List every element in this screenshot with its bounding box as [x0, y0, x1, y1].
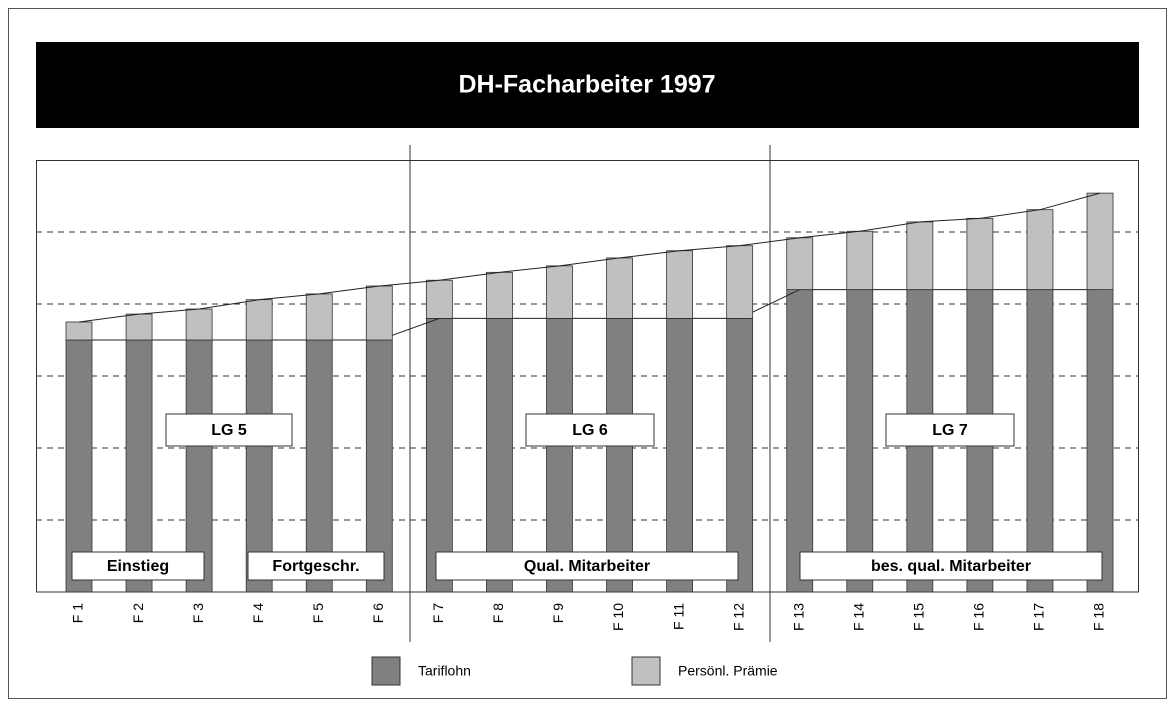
title-banner: [36, 42, 1139, 128]
x-tick-label: F 2: [130, 603, 146, 623]
bar-segment: [1026, 209, 1054, 290]
x-tick-label: F 4: [250, 603, 266, 623]
bar-segment: [846, 230, 874, 290]
group-label: LG 5: [211, 422, 247, 439]
x-tick-label: F 17: [1031, 603, 1047, 631]
bar-segment: [546, 265, 573, 319]
label-box: [247, 551, 385, 581]
bar-segment: [185, 308, 213, 341]
top-line: [78, 192, 1101, 323]
x-tick-label: F 14: [850, 603, 866, 631]
label-box: [71, 551, 205, 581]
bar-segment: [846, 289, 874, 593]
x-tick-label: F 6: [370, 603, 386, 623]
bar-segment: [425, 317, 453, 593]
label-box: [435, 551, 739, 581]
bar-segment: [666, 250, 693, 319]
x-tick-label: F 15: [911, 603, 927, 631]
x-tick-label: F 8: [490, 603, 506, 623]
bar-segment: [966, 217, 994, 291]
chart-title: DH-Facharbeiter 1997: [458, 71, 715, 99]
bar-segment: [305, 293, 333, 341]
x-tick-label: F 11: [670, 603, 686, 630]
legend-swatch: [631, 656, 661, 686]
group-label: LG 7: [932, 422, 968, 439]
bar-segment: [906, 221, 934, 290]
bar-segment: [486, 271, 513, 319]
x-tick-label: F 1: [70, 603, 86, 623]
bar-segment: [1086, 192, 1114, 290]
bar-segment: [245, 339, 273, 593]
bar-segment: [786, 289, 814, 593]
group-label: bes. qual. Mitarbeiter: [871, 558, 1031, 575]
x-tick-label: F 3: [190, 603, 206, 623]
bar-segment: [125, 339, 153, 593]
bar-segment: [245, 299, 273, 341]
bar-segment: [1026, 289, 1054, 593]
label-box: [799, 551, 1103, 581]
bar-segment: [125, 313, 153, 341]
bar-segment: [1086, 289, 1114, 593]
label-box: [165, 413, 293, 447]
bar-segment: [65, 321, 93, 341]
legend-label: Tariflohn: [418, 663, 471, 679]
x-tick-label: F 16: [971, 603, 987, 631]
x-tick-label: F 13: [790, 603, 806, 631]
bar-segment: [666, 317, 693, 593]
bar-segment: [425, 279, 453, 319]
label-box: [525, 413, 655, 447]
group-label: Einstieg: [107, 558, 169, 575]
group-label: LG 6: [572, 422, 608, 439]
bar-segment: [546, 317, 573, 593]
x-tick-label: F 18: [1091, 603, 1107, 631]
x-tick-label: F 10: [610, 603, 626, 631]
bar-segment: [185, 339, 213, 593]
bar-segment: [726, 317, 754, 593]
x-tick-label: F 5: [310, 603, 326, 623]
bar-segment: [786, 237, 814, 290]
legend-label: Persönl. Prämie: [678, 663, 778, 679]
group-label: Qual. Mitarbeiter: [524, 558, 650, 575]
label-box: [885, 413, 1015, 447]
x-tick-label: F 7: [430, 603, 446, 623]
bar-segment: [726, 245, 754, 319]
legend-swatch: [371, 656, 401, 686]
bar-segment: [486, 317, 513, 593]
bar-segment: [606, 257, 633, 319]
x-tick-label: F 9: [550, 603, 566, 623]
group-label: Fortgeschr.: [272, 558, 359, 575]
bar-segment: [606, 317, 633, 593]
bar-segment: [365, 285, 393, 341]
bar-segment: [65, 339, 93, 593]
x-tick-label: F 12: [730, 603, 746, 631]
